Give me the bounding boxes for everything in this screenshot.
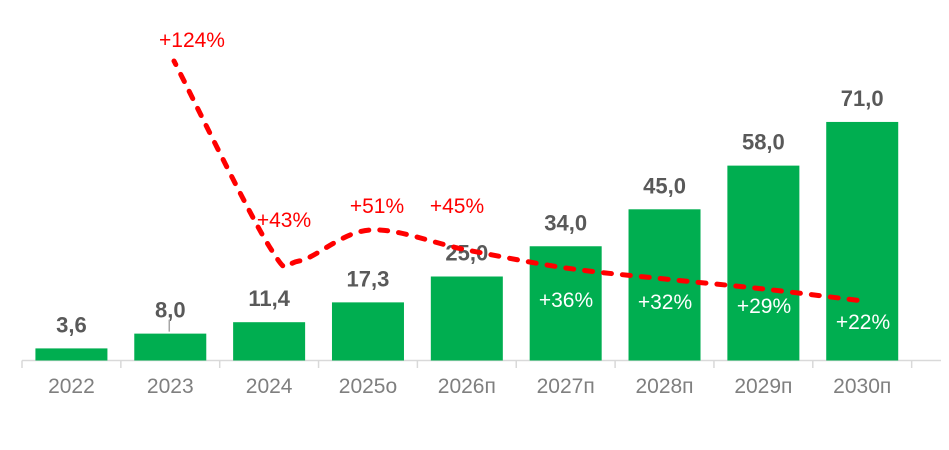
growth-label-2030п: +22% [836, 311, 890, 334]
bar-2026п [430, 276, 503, 361]
bar-2029п [727, 165, 800, 361]
axis-label-2022: 2022 [48, 375, 95, 398]
growth-trend-line [171, 58, 866, 304]
value-label-2022: 3,6 [56, 312, 87, 337]
value-label-2025о: 17,3 [347, 266, 390, 291]
axis-label-2028п: 2028п [635, 375, 693, 398]
bar-2027п [529, 246, 602, 361]
bar-2028п [628, 209, 701, 361]
value-label-2023: 8,0 [155, 298, 186, 323]
value-label-2024: 11,4 [248, 286, 290, 311]
growth-label-2029п: +29% [737, 295, 791, 318]
axis-label-2023: 2023 [147, 375, 194, 398]
bar-2030п [826, 121, 899, 361]
growth-label-2028п: +32% [638, 291, 692, 314]
axis-label-2025о: 2025о [339, 375, 397, 398]
bar-2025о [331, 302, 404, 361]
axis-label-2026п: 2026п [438, 375, 496, 398]
value-label-2029п: 58,0 [742, 130, 785, 155]
growth-label-2027п: +36% [539, 289, 593, 312]
value-label-2028п: 45,0 [643, 173, 686, 198]
growth-label-2026п: +45% [430, 195, 484, 218]
axis-label-2024: 2024 [246, 375, 293, 398]
bar-2024 [233, 322, 306, 361]
value-label-2030п: 71,0 [841, 86, 884, 111]
axis-label-2027п: 2027п [537, 375, 595, 398]
value-label-2027п: 34,0 [544, 210, 587, 235]
growth-label-2024: +43% [257, 209, 311, 232]
bar-2023 [134, 333, 207, 361]
axis-label-2029п: 2029п [734, 375, 792, 398]
growth-label-2023: +124% [159, 29, 225, 52]
bar-2022 [35, 348, 108, 361]
growth-label-2025о: +51% [350, 195, 404, 218]
axis-label-2030п: 2030п [833, 375, 891, 398]
